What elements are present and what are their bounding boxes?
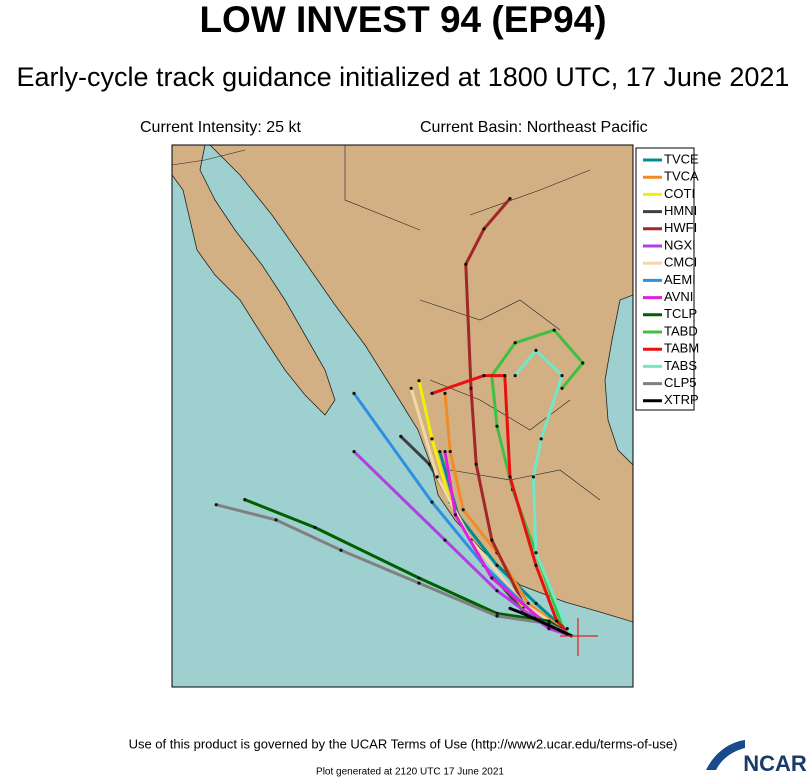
legend-label: CLP5 xyxy=(664,375,697,390)
track-point xyxy=(495,614,499,618)
tracks xyxy=(214,196,585,638)
title: LOW INVEST 94 (EP94) xyxy=(199,0,606,40)
track-point xyxy=(513,374,517,378)
track-point xyxy=(565,627,569,631)
subtitle: Early-cycle track guidance initialized a… xyxy=(17,62,790,92)
track-point xyxy=(474,462,478,466)
track-point xyxy=(560,374,564,378)
track-point xyxy=(399,434,403,438)
track-point xyxy=(448,449,452,454)
legend-label: TVCA xyxy=(664,169,699,184)
track-point xyxy=(443,538,447,542)
legend-label: XTRP xyxy=(664,392,699,407)
track-point xyxy=(438,449,442,454)
track-point xyxy=(534,563,538,568)
track-point xyxy=(461,508,465,512)
track-point xyxy=(508,606,512,611)
track-point xyxy=(243,498,247,502)
track-point xyxy=(531,475,536,479)
map xyxy=(172,145,633,687)
track-point xyxy=(495,589,499,593)
legend-label: HMNI xyxy=(664,203,697,218)
track-point xyxy=(495,563,499,568)
track-point xyxy=(534,601,538,605)
terms: Use of this product is governed by the U… xyxy=(129,736,678,751)
track-point xyxy=(430,500,434,504)
track-point xyxy=(469,386,473,390)
track xyxy=(490,328,585,638)
track-point xyxy=(339,548,343,552)
legend-label: AVNI xyxy=(664,289,693,304)
track-point xyxy=(521,611,525,616)
track-point xyxy=(539,437,543,441)
track-point xyxy=(482,227,486,231)
track-point xyxy=(313,525,317,530)
borders xyxy=(172,145,601,501)
track-point xyxy=(417,576,421,580)
legend-label: NGXI xyxy=(664,237,696,252)
track-point xyxy=(534,551,538,555)
logo: NCAR xyxy=(743,751,807,776)
intensity: Current Intensity: 25 kt xyxy=(140,119,302,136)
legend-label: COTI xyxy=(664,186,695,201)
track xyxy=(443,393,574,638)
track-point xyxy=(555,619,559,623)
track-point xyxy=(495,424,499,428)
legend-label: AEMI xyxy=(664,272,696,287)
track-point xyxy=(508,196,512,201)
current-position xyxy=(560,618,598,656)
track-point xyxy=(552,328,556,332)
basin: Current Basin: Northeast Pacific xyxy=(420,119,648,136)
legend-label: TABM xyxy=(664,341,699,356)
baja xyxy=(172,145,336,416)
track xyxy=(244,498,574,638)
track-point xyxy=(427,462,431,466)
track-point xyxy=(464,262,468,266)
track-point xyxy=(352,391,356,395)
track-point xyxy=(513,341,517,345)
map-frame xyxy=(171,144,634,688)
track-point xyxy=(430,437,434,441)
track-point xyxy=(430,391,434,395)
legend-label: TVCE xyxy=(664,151,699,166)
track-point xyxy=(214,503,218,507)
track-point xyxy=(560,386,564,390)
track-point xyxy=(534,348,538,352)
track-point xyxy=(526,601,530,605)
track xyxy=(514,348,574,638)
track-point xyxy=(490,538,494,542)
track-point xyxy=(409,386,413,390)
track-point xyxy=(508,475,512,479)
legend: TVCE TVCA COTI HMNI HWFI NGXI CMCI AEMI AVNI TCLP… xyxy=(643,151,699,407)
track-point xyxy=(547,619,551,623)
legend-label: TABS xyxy=(664,358,697,373)
legend-label: TABD xyxy=(664,323,698,338)
track-point xyxy=(443,449,447,454)
track-point xyxy=(482,374,486,378)
track-point xyxy=(443,391,447,395)
track-point xyxy=(274,518,278,522)
track-point xyxy=(581,361,585,365)
track-point xyxy=(435,475,439,479)
track-point xyxy=(490,576,494,580)
legend-label: HWFI xyxy=(664,220,697,235)
track-point xyxy=(417,379,421,383)
legend-label: CMCI xyxy=(664,255,697,270)
track-point xyxy=(453,513,457,517)
track-point xyxy=(417,581,421,585)
generated: Plot generated at 2120 UTC 17 June 2021 xyxy=(316,767,504,778)
track-point xyxy=(352,449,356,454)
track-point xyxy=(503,374,507,378)
logo-swoosh xyxy=(706,740,745,770)
legend-label: TCLP xyxy=(664,306,697,321)
